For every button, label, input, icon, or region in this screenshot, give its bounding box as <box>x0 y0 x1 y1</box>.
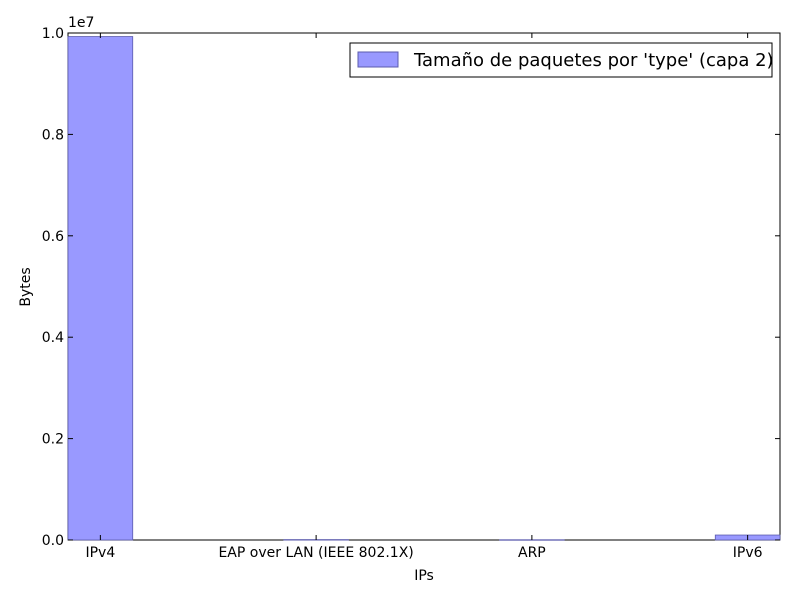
bars-group <box>67 36 781 541</box>
y-offset-label: 1e7 <box>68 15 94 31</box>
y-tick-label: 0.6 <box>42 229 64 245</box>
y-tick-label: 0.4 <box>42 330 64 346</box>
y-tick-label: 0.2 <box>42 432 64 448</box>
x-tick-label: IPv4 <box>85 545 115 561</box>
x-axis-label: IPs <box>414 568 434 584</box>
y-tick-label: 0.8 <box>42 127 64 143</box>
y-tick-label: 1.0 <box>42 26 64 42</box>
legend-box <box>349 42 773 78</box>
x-tick-label: EAP over LAN (IEEE 802.1X) <box>218 545 413 561</box>
x-tick-label: ARP <box>518 545 546 561</box>
x-tick-label: IPv6 <box>733 545 763 561</box>
legend-label: Tamaño de paquetes por 'type' (capa 2) <box>413 50 774 71</box>
plot-frame <box>67 32 781 541</box>
bar-ipv4 <box>67 36 134 541</box>
y-axis-label: Bytes <box>18 267 34 306</box>
legend: Tamaño de paquetes por 'type' (capa 2) <box>349 42 774 78</box>
legend-swatch <box>357 51 399 68</box>
ticks-group: IPv4 EAP over LAN (IEEE 802.1X) ARP IPv6 0.0… <box>42 26 780 561</box>
y-tick-label: 0.0 <box>42 533 64 549</box>
